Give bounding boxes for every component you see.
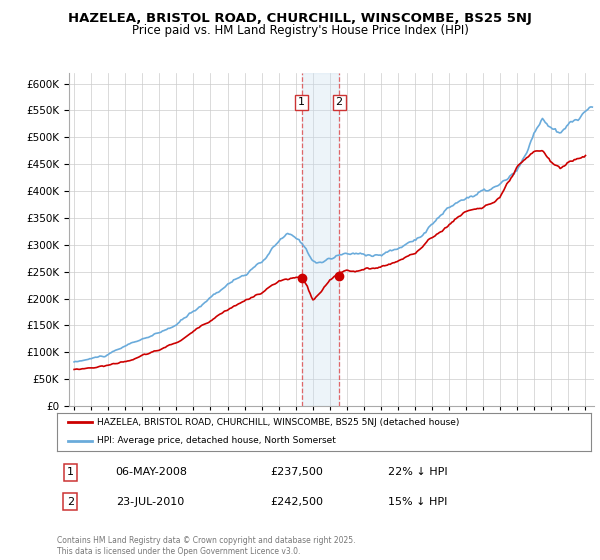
Text: HAZELEA, BRISTOL ROAD, CHURCHILL, WINSCOMBE, BS25 5NJ (detached house): HAZELEA, BRISTOL ROAD, CHURCHILL, WINSCO…	[97, 418, 460, 427]
Text: HPI: Average price, detached house, North Somerset: HPI: Average price, detached house, Nort…	[97, 436, 336, 445]
Bar	[302, 73, 339, 406]
Text: £237,500: £237,500	[271, 468, 323, 478]
Text: HAZELEA, BRISTOL ROAD, CHURCHILL, WINSCOMBE, BS25 5NJ: HAZELEA, BRISTOL ROAD, CHURCHILL, WINSCO…	[68, 12, 532, 25]
Text: 2: 2	[67, 497, 74, 507]
Text: 1: 1	[67, 468, 74, 478]
Text: 15% ↓ HPI: 15% ↓ HPI	[388, 497, 448, 507]
Text: 06-MAY-2008: 06-MAY-2008	[116, 468, 188, 478]
Text: 22% ↓ HPI: 22% ↓ HPI	[388, 468, 448, 478]
Text: £242,500: £242,500	[271, 497, 323, 507]
Text: 23-JUL-2010: 23-JUL-2010	[116, 497, 184, 507]
Text: 1: 1	[298, 97, 305, 108]
Text: 2: 2	[335, 97, 343, 108]
Text: Price paid vs. HM Land Registry's House Price Index (HPI): Price paid vs. HM Land Registry's House …	[131, 24, 469, 36]
Text: Contains HM Land Registry data © Crown copyright and database right 2025.
This d: Contains HM Land Registry data © Crown c…	[57, 536, 355, 556]
